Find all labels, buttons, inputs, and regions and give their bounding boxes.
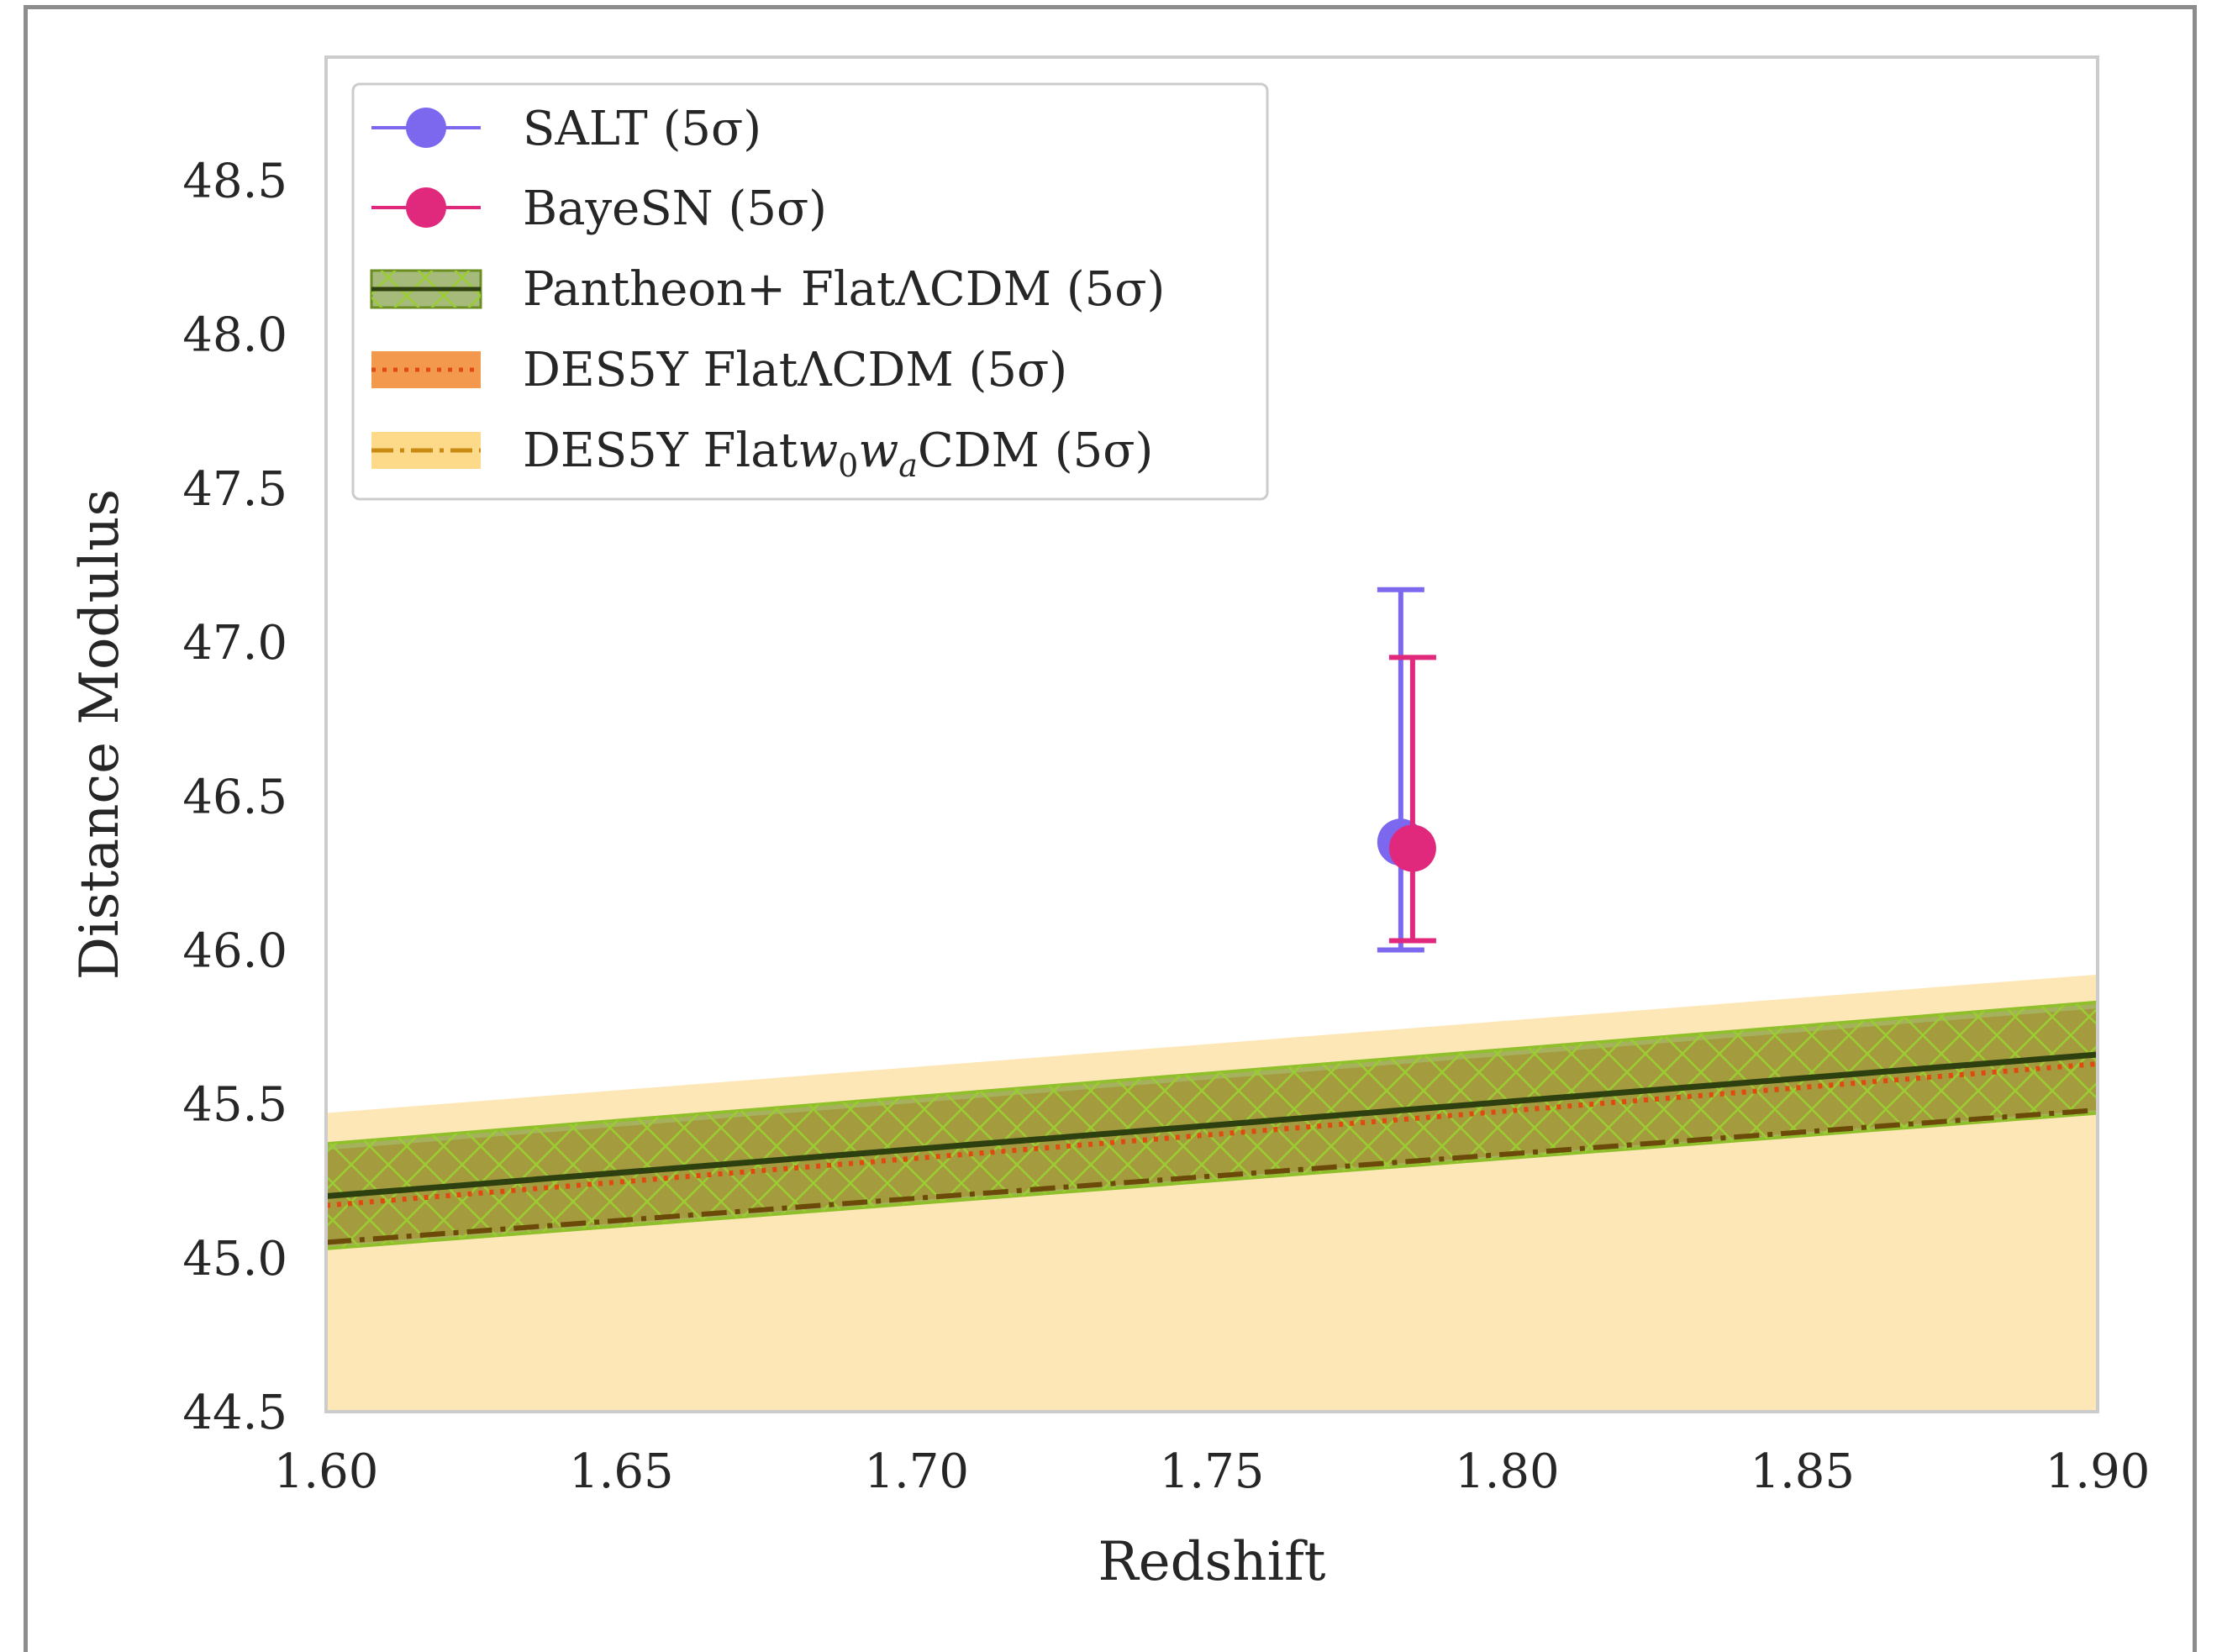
x-tick-label-2: 1.70	[864, 1444, 969, 1499]
y-tick-label-4: 46.5	[182, 770, 287, 824]
y-tick-label-5: 47.0	[182, 616, 287, 671]
y-tick-label-3: 46.0	[182, 923, 287, 978]
x-tick-label-6: 1.90	[2046, 1444, 2151, 1499]
band-center-line-2	[326, 1051, 2098, 1200]
y-tick-label-2: 45.5	[182, 1078, 287, 1133]
legend-label-des5y-w0wa: DES5Y Flatw0waCDM (5σ)	[523, 424, 1153, 484]
y-axis-label: Distance Modulus	[69, 489, 131, 981]
y-tick-label-7: 48.0	[182, 308, 287, 363]
y-tick-label-0: 44.5	[182, 1386, 287, 1440]
legend-marker-salt	[406, 108, 446, 148]
legend: SALT (5σ) BayeSN (5σ) Pantheon+ FlatΛCDM…	[351, 82, 1269, 501]
x-tick-label-1: 1.65	[569, 1444, 674, 1499]
legend-label-pantheon: Pantheon+ FlatΛCDM (5σ)	[523, 262, 1165, 317]
figure-border	[24, 5, 2197, 1652]
y-tick-label-1: 45.0	[182, 1232, 287, 1286]
y-tick-label-8: 48.5	[182, 155, 287, 209]
x-axis-label: Redshift	[1098, 1531, 1326, 1593]
legend-marker-bayesn	[406, 187, 446, 228]
x-tick-label-4: 1.80	[1455, 1444, 1560, 1499]
x-tick-label-5: 1.85	[1750, 1444, 1855, 1499]
band-center-line-0	[326, 1107, 2098, 1245]
y-tick-label-6: 47.5	[182, 462, 287, 517]
legend-label-des5y-lcdm: DES5Y FlatΛCDM (5σ)	[523, 343, 1067, 397]
x-tick-label-3: 1.75	[1160, 1444, 1265, 1499]
legend-label-salt: SALT (5σ)	[523, 102, 761, 156]
band-center-line-1	[326, 1061, 2098, 1208]
x-tick-label-0: 1.60	[274, 1444, 379, 1499]
data-point-1	[1388, 824, 1436, 872]
legend-box	[351, 82, 1269, 501]
plot-area-border	[324, 55, 2099, 1413]
legend-label-bayesn: BayeSN (5σ)	[523, 182, 827, 236]
